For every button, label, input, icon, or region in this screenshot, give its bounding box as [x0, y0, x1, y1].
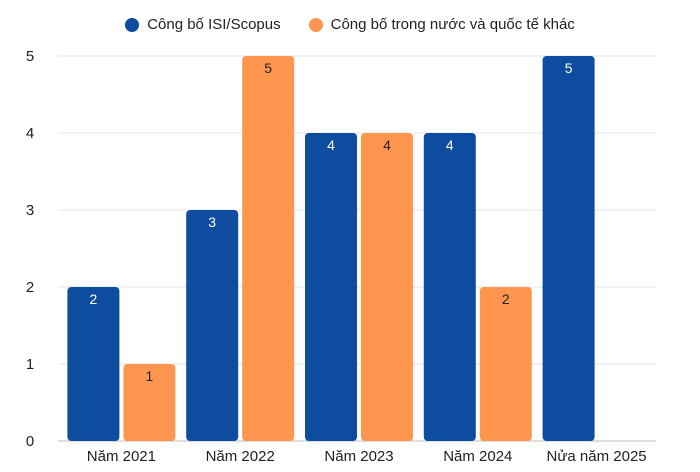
data-label: 2 [90, 291, 98, 307]
legend-item-series-2: Công bố trong nước và quốc tế khác [308, 16, 575, 33]
legend-swatch-series-2 [308, 17, 323, 32]
data-label: 1 [146, 368, 154, 384]
data-label: 4 [383, 137, 391, 153]
x-tick-label: Năm 2024 [443, 448, 512, 465]
bars: 2 1 3 5 4 4 4 2 5 [67, 56, 595, 441]
bar-1-3 [305, 133, 357, 441]
legend-swatch-series-1 [125, 17, 140, 32]
data-label: 4 [446, 137, 454, 153]
bar-1-4 [423, 133, 476, 441]
y-tick-label: 1 [26, 356, 34, 373]
y-tick-label: 5 [26, 48, 34, 65]
x-tick-label: Năm 2023 [324, 448, 393, 465]
bar-2-1 [123, 364, 176, 441]
x-tick-label: Năm 2022 [206, 448, 275, 465]
y-tick-label: 0 [26, 433, 34, 450]
bar-1-1 [67, 287, 120, 441]
x-tick-label: Nửa năm 2025 [547, 448, 647, 465]
bar-2-4 [479, 287, 532, 441]
x-axis: Năm 2021 Năm 2022 Năm 2023 Năm 2024 Nửa năm … [87, 448, 647, 465]
y-tick-label: 4 [26, 125, 34, 142]
chart-legend: Công bố ISI/Scopus Công bố trong nước và… [0, 16, 700, 33]
data-label: 4 [327, 137, 335, 153]
y-axis: 0 1 2 3 4 5 [26, 48, 34, 450]
data-label: 5 [565, 60, 573, 76]
bar-2-2 [242, 56, 295, 441]
bar-1-2 [186, 210, 239, 441]
data-label: 5 [264, 60, 272, 76]
y-tick-label: 3 [26, 202, 34, 219]
bar-1-5 [542, 56, 595, 441]
legend-label-series-2: Công bố trong nước và quốc tế khác [330, 16, 575, 33]
legend-label-series-1: Công bố ISI/Scopus [147, 16, 281, 33]
data-label: 3 [208, 214, 216, 230]
y-tick-label: 2 [26, 279, 34, 296]
x-tick-label: Năm 2021 [87, 448, 156, 465]
legend-item-series-1: Công bố ISI/Scopus [125, 16, 281, 33]
data-label: 2 [502, 291, 510, 307]
bar-2-3 [361, 133, 413, 441]
